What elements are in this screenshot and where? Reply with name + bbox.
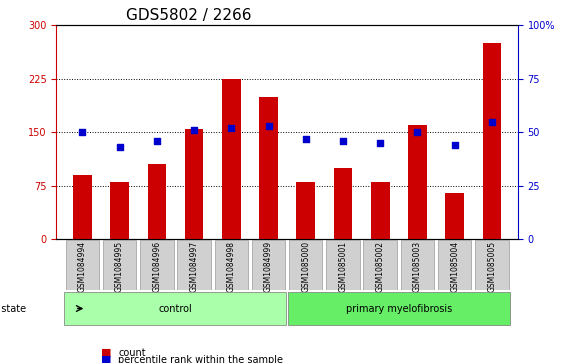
FancyBboxPatch shape <box>65 292 287 325</box>
FancyBboxPatch shape <box>289 240 323 290</box>
FancyBboxPatch shape <box>326 240 360 290</box>
FancyBboxPatch shape <box>252 240 285 290</box>
Text: ■: ■ <box>101 355 112 363</box>
Bar <box>148 164 166 239</box>
Point <box>227 125 236 131</box>
FancyBboxPatch shape <box>66 240 99 290</box>
Bar <box>445 193 464 239</box>
Text: GSM1085000: GSM1085000 <box>301 241 310 292</box>
Point <box>301 136 310 142</box>
Bar <box>222 79 240 239</box>
FancyBboxPatch shape <box>103 240 136 290</box>
Point <box>338 138 347 144</box>
Point <box>376 140 385 146</box>
Point <box>190 127 199 133</box>
Bar <box>408 125 427 239</box>
Text: GSM1084998: GSM1084998 <box>227 241 236 291</box>
Bar <box>73 175 92 239</box>
Text: GSM1085004: GSM1085004 <box>450 241 459 292</box>
Text: percentile rank within the sample: percentile rank within the sample <box>118 355 283 363</box>
Text: count: count <box>118 348 146 358</box>
Bar <box>259 97 278 239</box>
Text: control: control <box>159 303 193 314</box>
Text: GSM1084995: GSM1084995 <box>115 241 124 292</box>
FancyBboxPatch shape <box>401 240 434 290</box>
FancyBboxPatch shape <box>215 240 248 290</box>
Text: ■: ■ <box>101 348 112 358</box>
Point <box>413 129 422 135</box>
Point <box>153 138 162 144</box>
Text: GSM1085001: GSM1085001 <box>338 241 347 291</box>
Text: disease state: disease state <box>0 303 26 314</box>
FancyBboxPatch shape <box>475 240 508 290</box>
Bar <box>297 182 315 239</box>
FancyBboxPatch shape <box>438 240 471 290</box>
Point <box>488 119 497 125</box>
Point <box>264 123 273 129</box>
Point <box>450 142 459 148</box>
Bar <box>482 43 501 239</box>
FancyBboxPatch shape <box>140 240 173 290</box>
Text: GSM1084997: GSM1084997 <box>190 241 199 292</box>
FancyBboxPatch shape <box>177 240 211 290</box>
Point <box>78 129 87 135</box>
Text: GSM1085005: GSM1085005 <box>488 241 497 292</box>
Text: GDS5802 / 2266: GDS5802 / 2266 <box>126 8 251 23</box>
Point <box>115 144 124 150</box>
FancyBboxPatch shape <box>364 240 397 290</box>
Bar <box>110 182 129 239</box>
Text: GSM1084999: GSM1084999 <box>264 241 273 292</box>
Bar <box>371 182 390 239</box>
Bar <box>334 168 352 239</box>
Text: GSM1084994: GSM1084994 <box>78 241 87 292</box>
Text: primary myelofibrosis: primary myelofibrosis <box>346 303 452 314</box>
Text: GSM1084996: GSM1084996 <box>153 241 162 292</box>
Text: GSM1085003: GSM1085003 <box>413 241 422 292</box>
Text: GSM1085002: GSM1085002 <box>376 241 385 291</box>
FancyBboxPatch shape <box>288 292 510 325</box>
Bar <box>185 129 203 239</box>
